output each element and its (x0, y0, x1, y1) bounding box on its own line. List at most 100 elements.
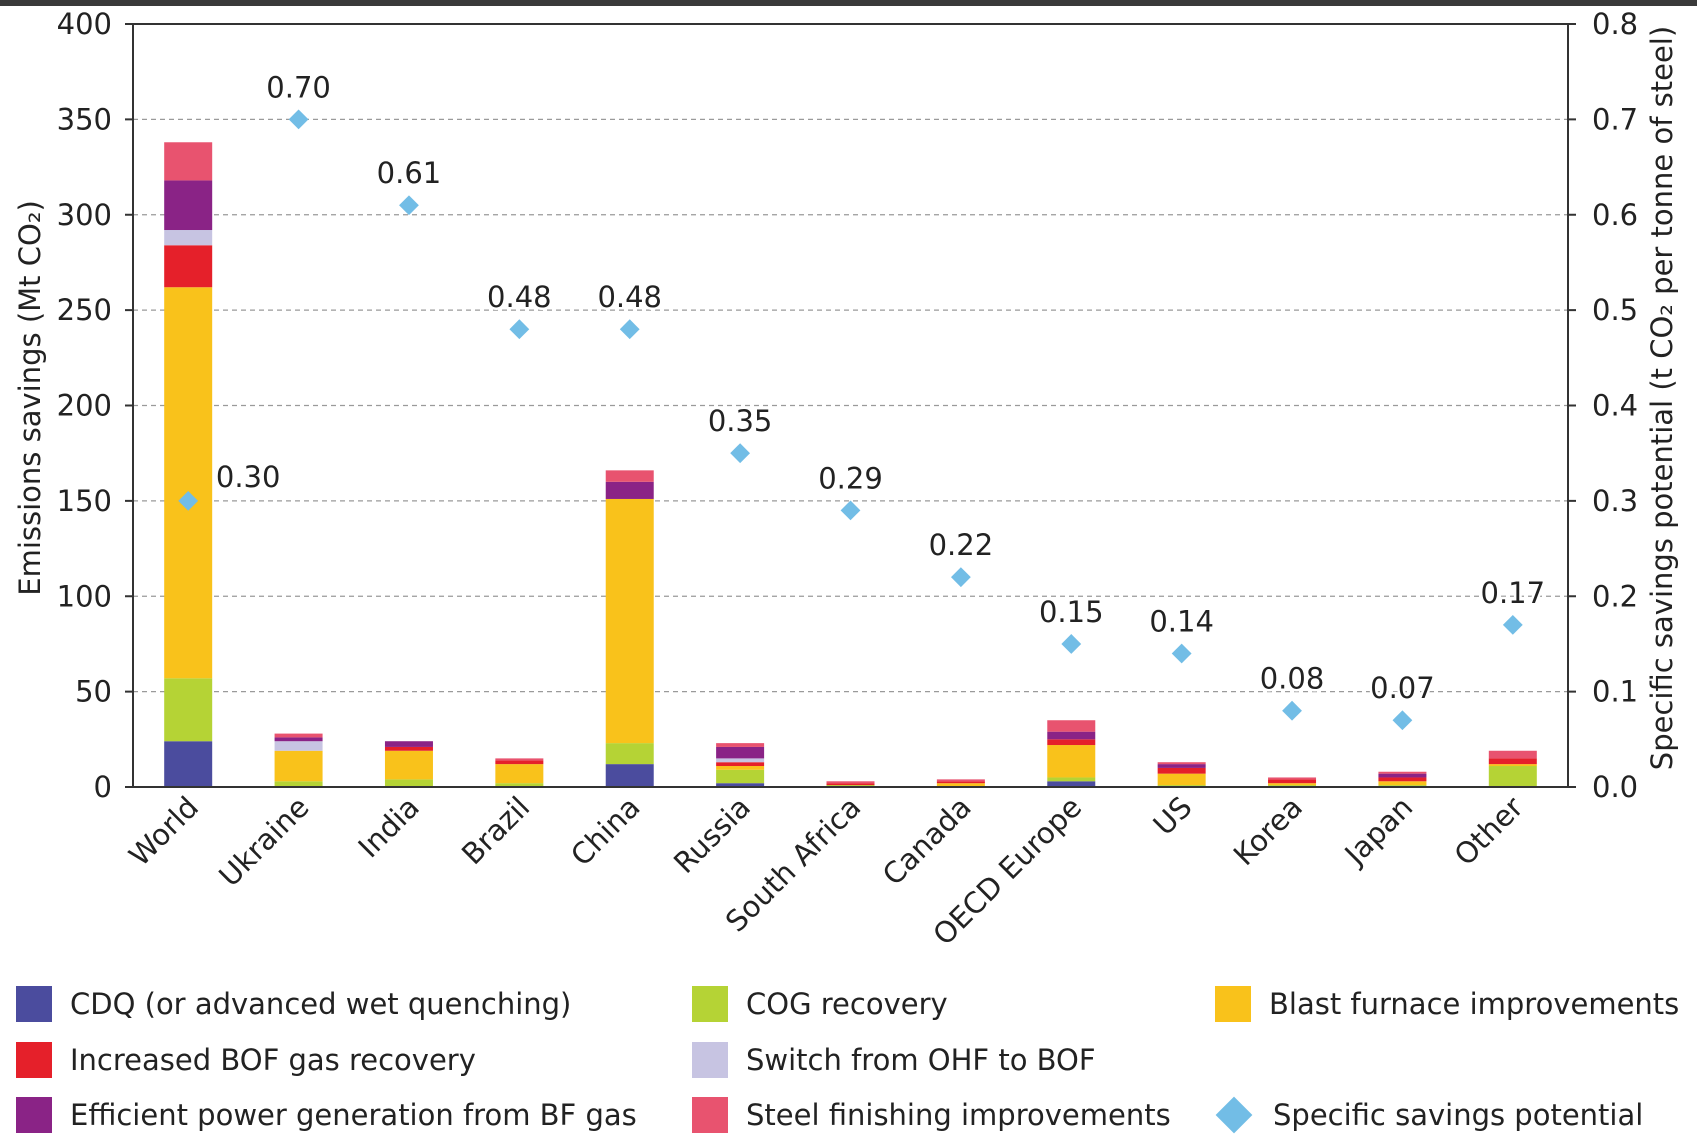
bar-segment (1488, 766, 1537, 787)
bar-segment (716, 762, 765, 767)
x-axis-tick-labels: World Ukraine India Brazil China RussiaSouth … (122, 790, 1529, 952)
bar-segment (826, 781, 875, 784)
y-tick-label: 150 (57, 484, 112, 518)
diamond-icon (1215, 1096, 1253, 1134)
y2-tick-label: 0.8 (1592, 7, 1638, 41)
savings-point-label: 0.14 (1149, 604, 1214, 638)
bar-segment (164, 741, 213, 787)
bar-segment (384, 779, 433, 787)
x-tick-label: Russia (667, 790, 757, 880)
savings-point (950, 567, 971, 588)
legend-label: CDQ (or advanced wet quenching) (70, 987, 572, 1021)
legend-label: Specific savings potential (1273, 1098, 1644, 1132)
bar-segment (716, 743, 765, 747)
y-tick-label: 250 (57, 293, 112, 327)
y2-tick-label: 0.6 (1592, 198, 1638, 232)
legend-label: Switch from OHF to BOF (746, 1043, 1096, 1077)
savings-point-label: 0.29 (818, 461, 883, 495)
y2-tick-label: 0.7 (1592, 102, 1638, 136)
legend-item-bof-gas: Increased BOF gas recovery (16, 1040, 476, 1080)
bar-segment (384, 750, 433, 780)
y-axis-ticks: 0 50 100 150 200 250 300 350 400 (57, 7, 133, 804)
bar-segment (1047, 739, 1096, 746)
bar-segment (1378, 781, 1427, 786)
bar-segment (495, 783, 544, 787)
bar-segment (1268, 783, 1317, 786)
legend-label: Steel finishing improvements (746, 1098, 1171, 1132)
bar-segment (164, 180, 213, 231)
y2-axis-ticks: 0.0 0.1 0.2 0.3 0.4 0.5 0.6 0.7 0.8 (1568, 7, 1638, 804)
bar-segment (1268, 779, 1317, 784)
y2-tick-label: 0.5 (1592, 293, 1638, 327)
bar-segment (716, 758, 765, 763)
savings-point-label: 0.48 (487, 280, 552, 314)
legend-swatch (692, 986, 728, 1022)
legend-label: Efficient power generation from BF gas (70, 1098, 637, 1132)
legend-swatch (16, 1097, 52, 1133)
legend-label: Increased BOF gas recovery (70, 1043, 476, 1077)
savings-point (840, 500, 861, 521)
bar-segment (1378, 777, 1427, 782)
y-tick-label: 400 (57, 7, 112, 41)
y-tick-label: 50 (75, 675, 112, 709)
bar-segment (274, 781, 323, 787)
savings-point-label: 0.22 (929, 528, 994, 562)
bar-segment (384, 746, 433, 751)
savings-point (1392, 710, 1413, 731)
bar-segment (1488, 764, 1537, 767)
specific-savings-points: 0.30 0.70 0.61 0.48 0.48 0.35 0.29 0.22 0.15 0.14… (178, 68, 1548, 731)
legend-swatch (692, 1097, 728, 1133)
y2-tick-label: 0.4 (1592, 389, 1638, 423)
savings-point-label: 0.15 (1039, 595, 1104, 629)
savings-point (178, 490, 199, 511)
savings-point (288, 109, 309, 130)
bar-segment (1157, 764, 1206, 768)
savings-point-label: 0.61 (377, 156, 442, 190)
y-tick-label: 200 (57, 389, 112, 423)
bar-segment (274, 737, 323, 742)
x-tick-label: Ukraine (212, 790, 315, 893)
bar-segment (164, 287, 213, 679)
bar-segment (1157, 762, 1206, 765)
x-tick-label: China (564, 790, 647, 873)
savings-point (1061, 634, 1082, 654)
bar-segment (495, 764, 544, 784)
bar-segment (826, 783, 875, 786)
bar-segment (384, 741, 433, 747)
bar-segment (1378, 773, 1427, 778)
savings-point-label: 0.07 (1370, 671, 1435, 705)
legend-label: COG recovery (746, 987, 948, 1021)
x-tick-label: India (352, 790, 426, 864)
savings-point (1502, 614, 1523, 635)
bar-segment (164, 142, 213, 181)
savings-point-label: 0.35 (708, 404, 773, 438)
bar-segment (164, 678, 213, 742)
bar-segment (605, 764, 654, 787)
bar-segment (936, 779, 985, 782)
bar-segment (1378, 771, 1427, 774)
legend-item-steel-finishing: Steel finishing improvements (692, 1095, 1171, 1135)
bar-segment (716, 766, 765, 770)
y2-tick-label: 0.3 (1592, 484, 1638, 518)
y-axis-title: Emissions savings (Mt CO₂) (13, 200, 47, 596)
x-tick-label: World (122, 790, 205, 873)
x-tick-label: US (1147, 790, 1199, 842)
savings-point-label: 0.08 (1260, 662, 1325, 696)
legend-item-cdq: CDQ (or advanced wet quenching) (16, 984, 571, 1024)
bar-segment (1047, 777, 1096, 782)
x-tick-label: Canada (876, 790, 978, 892)
bar-segment (936, 781, 985, 784)
stacked-bar-chart: 0 50 100 150 200 250 300 350 400 0.0 0.1 0.2 0.3 0.4… (13, 7, 1679, 952)
bar-segment (605, 743, 654, 765)
legend-item-ohf-bof: Switch from OHF to BOF (692, 1040, 1096, 1080)
bar-segment (1268, 777, 1317, 780)
bar-segment (605, 470, 654, 482)
bars (164, 142, 1537, 787)
x-tick-label: Japan (1337, 790, 1420, 873)
bar-segment (495, 760, 544, 765)
bar-segment (274, 741, 323, 751)
bar-segment (936, 783, 985, 787)
bar-segment (1157, 767, 1206, 774)
chart-legend: CDQ (or advanced wet quenching) COG reco… (0, 968, 1697, 1135)
bar-segment (495, 758, 544, 761)
